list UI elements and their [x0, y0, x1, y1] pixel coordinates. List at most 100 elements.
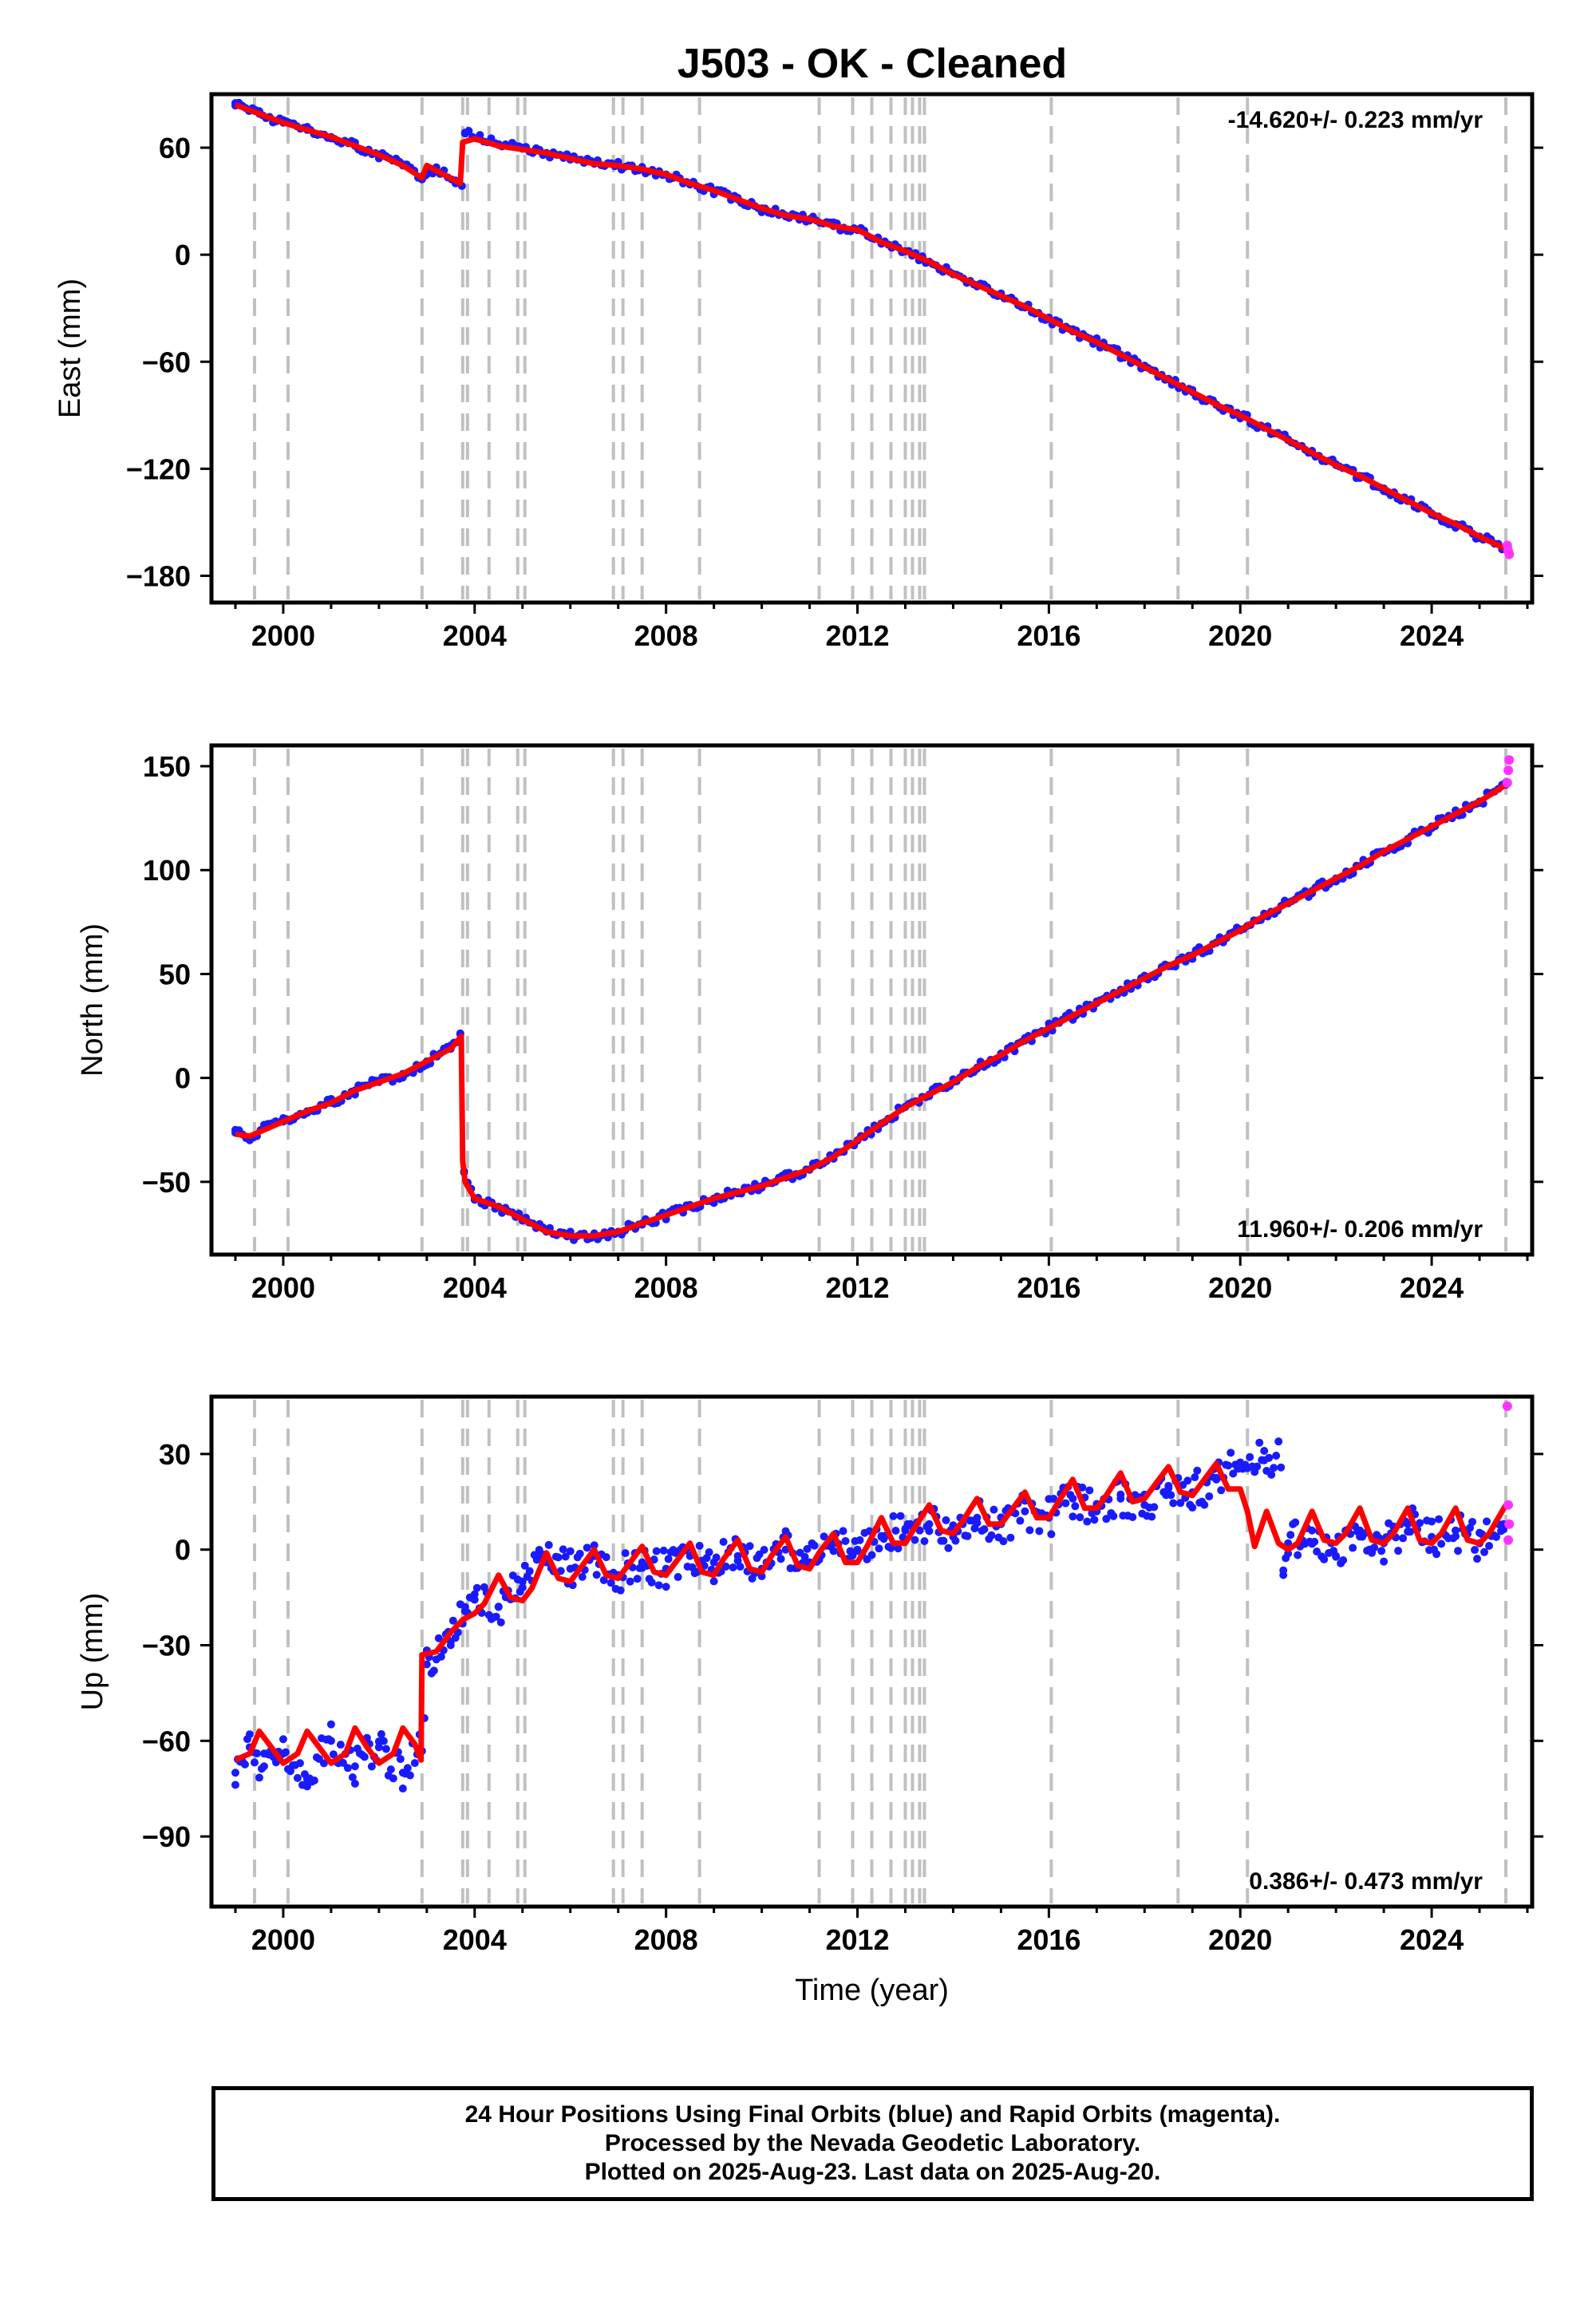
final-orbit-point [338, 1758, 347, 1767]
final-orbit-point [554, 1553, 563, 1562]
rate-label: -14.620+/- 0.223 mm/yr [1228, 107, 1483, 133]
final-orbit-point [1399, 1534, 1408, 1543]
final-orbit-point [381, 1745, 390, 1753]
final-orbit-point [1212, 1475, 1221, 1484]
final-orbit-point [1270, 1464, 1278, 1472]
final-orbit-point [1435, 1515, 1444, 1524]
x-axis-label: Time (year) [795, 1974, 949, 2007]
final-orbit-point [396, 1755, 405, 1764]
final-orbit-point [259, 1762, 268, 1771]
final-orbit-point [590, 1541, 598, 1550]
final-orbit-point [1406, 1528, 1415, 1536]
final-orbit-point [1164, 1481, 1173, 1490]
final-orbit-point [1200, 1500, 1209, 1509]
y-tick-label: −60 [142, 1725, 191, 1757]
final-orbit-point [1016, 1516, 1025, 1525]
rapid-orbit-point [1503, 1500, 1514, 1510]
final-orbit-point [1291, 1518, 1300, 1527]
final-orbit-point [1492, 1532, 1501, 1541]
y-tick-label: −90 [142, 1820, 191, 1853]
y-tick-label: 0 [175, 1062, 191, 1095]
final-orbit-point [1320, 1555, 1329, 1563]
final-orbit-point [592, 1571, 601, 1579]
final-orbit-point [360, 1753, 369, 1761]
final-orbit-point [293, 1773, 302, 1782]
caption-box: 24 Hour Positions Using Final Orbits (bl… [211, 2086, 1534, 2201]
final-orbit-point [520, 1561, 529, 1570]
y-tick-label: −30 [142, 1630, 191, 1662]
y-axis-label: Up (mm) [76, 1593, 109, 1711]
final-orbit-point [810, 1541, 819, 1550]
final-orbit-point [1217, 1486, 1226, 1495]
final-orbit-point [987, 1531, 996, 1539]
final-orbit-point [386, 1765, 395, 1774]
final-orbit-point [695, 1541, 704, 1550]
final-orbit-point [1308, 1526, 1317, 1535]
final-orbit-point [1286, 1531, 1295, 1539]
final-orbit-point [887, 1543, 895, 1552]
final-orbit-point [429, 1666, 438, 1675]
y-tick-label: −60 [142, 346, 191, 378]
final-orbit-point [1332, 1551, 1341, 1560]
y-tick-label: 0 [175, 239, 191, 271]
final-orbit-point [437, 1652, 445, 1661]
final-orbit-point [853, 1545, 862, 1554]
final-orbit-point [1069, 1512, 1077, 1521]
final-orbit-point [1377, 1547, 1386, 1555]
caption-line-2: Processed by the Nevada Geodetic Laborat… [604, 2130, 1141, 2156]
x-tick-label: 2024 [1400, 1271, 1464, 1304]
final-orbit-point [448, 1616, 457, 1625]
final-orbit-point [1473, 1555, 1482, 1563]
x-tick-label: 2012 [825, 1923, 889, 1956]
final-orbit-point [1454, 1547, 1463, 1555]
final-orbit-point [820, 1532, 828, 1541]
final-orbit-point [377, 1729, 385, 1738]
x-tick-label: 2016 [1017, 1923, 1080, 1956]
final-orbit-point [1169, 1499, 1178, 1508]
final-orbit-point [829, 1547, 838, 1555]
final-orbit-point [1428, 1517, 1436, 1526]
y-axis-label: North (mm) [76, 923, 109, 1077]
final-orbit-point [841, 1536, 850, 1545]
final-orbit-point [889, 1512, 898, 1520]
final-orbit-point [336, 1741, 345, 1749]
final-orbit-point [398, 1769, 407, 1777]
final-orbit-point [1279, 1571, 1288, 1579]
final-orbit-point [800, 1552, 809, 1561]
final-orbit-point [1025, 1526, 1034, 1535]
final-orbit-point [398, 1784, 407, 1793]
final-orbit-point [575, 1549, 584, 1558]
final-orbit-point [891, 1527, 900, 1535]
final-orbit-point [911, 1535, 919, 1544]
final-orbit-point [1267, 1470, 1276, 1479]
final-orbit-point [1224, 1461, 1233, 1470]
final-orbit-point [544, 1540, 553, 1549]
final-orbit-point [1035, 1527, 1044, 1535]
final-orbit-point [1432, 1550, 1441, 1559]
final-orbit-point [1466, 1524, 1475, 1532]
final-orbit-point [733, 1551, 742, 1560]
final-orbit-point [674, 1573, 682, 1582]
rapid-orbit-point [1504, 1519, 1515, 1529]
final-orbit-point [470, 1595, 479, 1604]
final-orbit-point [1452, 1531, 1460, 1540]
final-orbit-point [1078, 1483, 1087, 1492]
final-orbit-point [942, 1516, 950, 1524]
final-orbit-point [1102, 1515, 1111, 1524]
final-orbit-point [1394, 1547, 1403, 1555]
final-orbit-point [518, 1583, 527, 1592]
final-orbit-point [973, 1513, 982, 1522]
final-orbit-point [231, 1780, 239, 1789]
final-orbit-point [532, 1555, 541, 1564]
final-orbit-point [1471, 1546, 1479, 1555]
final-orbit-point [925, 1520, 934, 1528]
final-orbit-point [877, 1532, 886, 1541]
x-tick-label: 2008 [634, 619, 698, 652]
final-orbit-point [745, 1542, 754, 1551]
final-orbit-point [1294, 1551, 1302, 1559]
figure-title: J503 - OK - Cleaned [678, 41, 1067, 87]
final-orbit-point [705, 1548, 713, 1557]
final-orbit-point [1069, 1494, 1077, 1503]
y-tick-label: 60 [159, 132, 191, 164]
final-orbit-point [1021, 1507, 1029, 1516]
